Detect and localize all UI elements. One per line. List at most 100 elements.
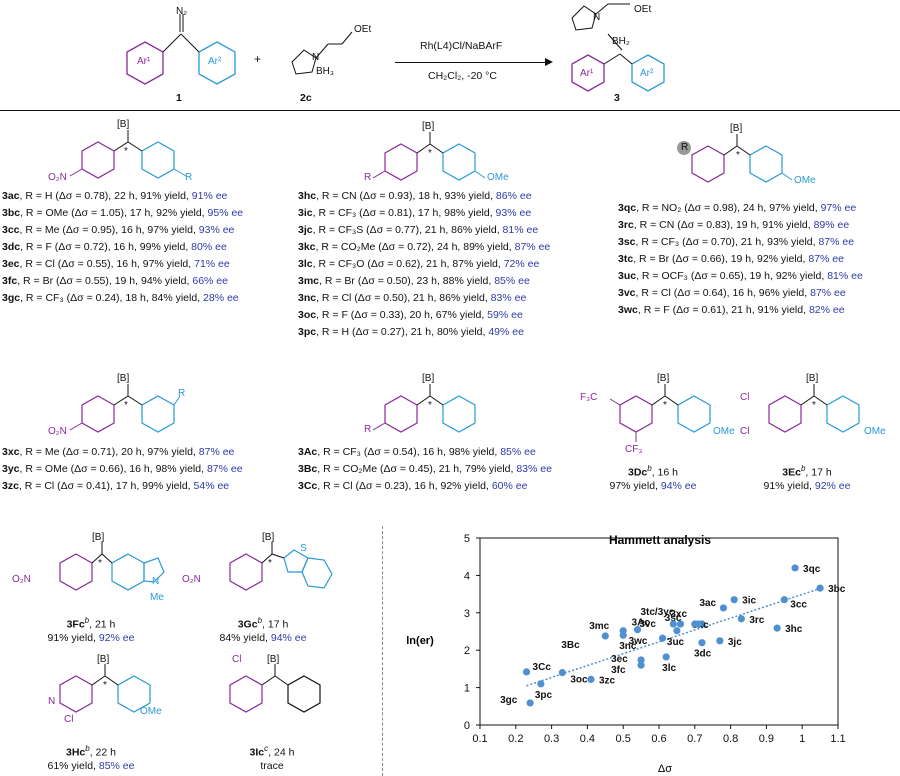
y-tick-label: 2: [464, 645, 470, 657]
point-label: 3Bc: [561, 640, 580, 651]
table-row: 3Bc, R = CO₂Me (Δσ = 0.45), 21 h, 79% yi…: [298, 461, 552, 478]
conditions-text: , R = Br (Δσ = 0.55), 19 h, 94% yield,: [17, 275, 193, 287]
table-row: 3Ac, R = CF₃ (Δσ = 0.54), 16 h, 98% yiel…: [298, 444, 552, 461]
table-row: 3ic, R = CF₃ (Δσ = 0.81), 17 h, 98% yiel…: [298, 205, 550, 222]
n-3Hc: N: [48, 696, 56, 707]
product-oet-label: OEt: [634, 4, 652, 15]
product-structure: [560, 0, 680, 105]
x-axis-label: Δσ: [658, 763, 672, 775]
point-label: 3zc: [599, 675, 616, 686]
ome-3Hc: OMe: [140, 706, 162, 717]
compound-id: 3gc: [2, 292, 21, 304]
table-row: 3qc, R = NO₂ (Δσ = 0.98), 24 h, 97% yiel…: [618, 200, 863, 217]
no2-g4: O₂N: [48, 426, 67, 437]
table-row: 3ac, R = H (Δσ = 0.78), 22 h, 91% yield,…: [2, 188, 243, 205]
b-label-g4: [B]: [117, 373, 130, 384]
point-label: 3cc: [790, 600, 807, 611]
point-label: 3mc: [589, 621, 609, 632]
b-label-3Fc: [B]: [92, 532, 105, 543]
data-point: [587, 675, 595, 683]
conditions-text: , R = NO₂ (Δσ = 0.98), 24 h, 97% yield,: [636, 202, 821, 214]
ee-value: 83% ee: [516, 463, 552, 475]
data-point: [526, 699, 534, 707]
ee-value: 80% ee: [191, 241, 227, 253]
table-row: 3dc, R = F (Δσ = 0.72), 16 h, 99% yield,…: [2, 239, 243, 256]
hammett-chart: Hammett analysis ln(er) Δσ 0.1 0.2 0.3 0.4 0…: [406, 533, 846, 775]
table-row: 3kc, R = CO₂Me (Δσ = 0.72), 24 h, 89% yi…: [298, 239, 550, 256]
table-row: 3fc, R = Br (Δσ = 0.55), 19 h, 94% yield…: [2, 273, 243, 290]
table-row: 3hc, R = CN (Δσ = 0.93), 18 h, 93% yield…: [298, 188, 550, 205]
data-point: [716, 637, 724, 645]
point-label: 3hc: [785, 624, 803, 635]
structure-3Dc: [590, 372, 740, 462]
table-row: 3jc, R = CF₃S (Δσ = 0.77), 21 h, 86% yie…: [298, 222, 550, 239]
conditions-bottom: CH₂Cl₂, -20 °C: [428, 70, 497, 82]
table-group-2: 3hc, R = CN (Δσ = 0.93), 18 h, 93% yield…: [298, 188, 550, 341]
ee-value: 87% ee: [198, 446, 235, 458]
conditions-text: , R = H (Δσ = 0.78), 22 h, 91% yield,: [19, 190, 192, 202]
trendline: [526, 587, 821, 687]
r-g2: R: [364, 172, 372, 183]
table-row: 3oc, R = F (Δσ = 0.33), 20 h, 67% yield,…: [298, 307, 550, 324]
ee-value: 87% ee: [808, 253, 844, 265]
table-row: 3mc, R = Br (Δσ = 0.50), 23 h, 88% yield…: [298, 273, 550, 290]
compound-id: 3sc: [618, 236, 636, 248]
data-point: [691, 620, 699, 628]
data-point: [522, 668, 531, 676]
arrow-head: [545, 58, 553, 66]
n-3Fc: N: [152, 576, 160, 587]
product-ar1-label: Ar¹: [580, 68, 594, 79]
table-row: 3zc, R = Cl (Δσ = 0.41), 17 h, 99% yield…: [2, 478, 243, 495]
ee-value: 87% ee: [206, 463, 243, 475]
structure-3Ec: [745, 372, 895, 462]
table-row: 3sc, R = CF₃ (Δσ = 0.70), 21 h, 93% yiel…: [618, 234, 863, 251]
point-label: 3ic: [742, 596, 756, 607]
ee-value: 59% ee: [487, 309, 523, 321]
data-point: [558, 669, 566, 677]
point-label: 3tc/3yc: [640, 607, 674, 618]
conditions-text: , R = OMe (Δσ = 1.05), 17 h, 92% yield,: [20, 207, 208, 219]
reagent-diazo: [115, 2, 245, 112]
plus-sign: +: [254, 52, 262, 66]
conditions-text: , R = CO₂Me (Δσ = 0.45), 21 h, 79% yield…: [317, 463, 517, 475]
ee-value: 49% ee: [488, 326, 524, 338]
table-row: 3nc, R = Cl (Δσ = 0.50), 21 h, 86% yield…: [298, 290, 550, 307]
compound-id: 3ac: [2, 190, 20, 202]
ee-value: 28% ee: [203, 292, 239, 304]
dashed-divider: [382, 526, 383, 776]
structure-3Fc: [30, 530, 180, 610]
data-point: [637, 656, 645, 664]
x-tick-label: 0.1: [472, 733, 487, 745]
ee-value: 66% ee: [192, 275, 228, 287]
data-point: [791, 564, 799, 572]
conditions-text: , R = Me (Δσ = 0.95), 16 h, 97% yield,: [19, 224, 199, 236]
ee-value: 81% ee: [827, 270, 863, 282]
b-label-3Gc: [B]: [262, 532, 275, 543]
compound-id: 3zc: [2, 480, 19, 492]
structure-3Gc: [200, 530, 360, 610]
cf3-3Dc: F₃C: [580, 392, 598, 403]
compound-id: 3uc: [618, 270, 637, 282]
table-row: 3tc, R = Br (Δσ = 0.66), 19 h, 92% yield…: [618, 251, 863, 268]
table-group-4: 3xc, R = Me (Δσ = 0.71), 20 h, 97% yield…: [2, 444, 243, 495]
cl2-3Ec: Cl: [740, 426, 750, 437]
ee-value: 81% ee: [502, 224, 539, 236]
compound-id: 3pc: [298, 326, 317, 338]
data-point: [773, 624, 781, 632]
conditions-text: , R = CF₃ (Δσ = 0.81), 17 h, 98% yield,: [312, 207, 496, 219]
data-point: [633, 626, 642, 634]
point-label: 3gc: [500, 695, 518, 706]
compound-id: 3Cc: [298, 480, 318, 492]
data-point: [780, 596, 788, 604]
star-3Hc: *: [103, 680, 107, 691]
table-row: 3Cc, R = Cl (Δσ = 0.23), 16 h, 92% yield…: [298, 478, 552, 495]
compound-id: 3fc: [2, 275, 18, 287]
b-label-3Dc: [B]: [657, 373, 670, 384]
ar2-label: Ar²: [208, 56, 222, 67]
x-tick-label: 0.5: [616, 733, 631, 745]
data-point: [601, 632, 609, 640]
data-point: [658, 634, 667, 642]
ee-value: 93% ee: [198, 224, 235, 236]
conditions-text: , R = OMe (Δσ = 0.66), 16 h, 98% yield,: [19, 463, 207, 475]
data-point: [737, 615, 745, 623]
